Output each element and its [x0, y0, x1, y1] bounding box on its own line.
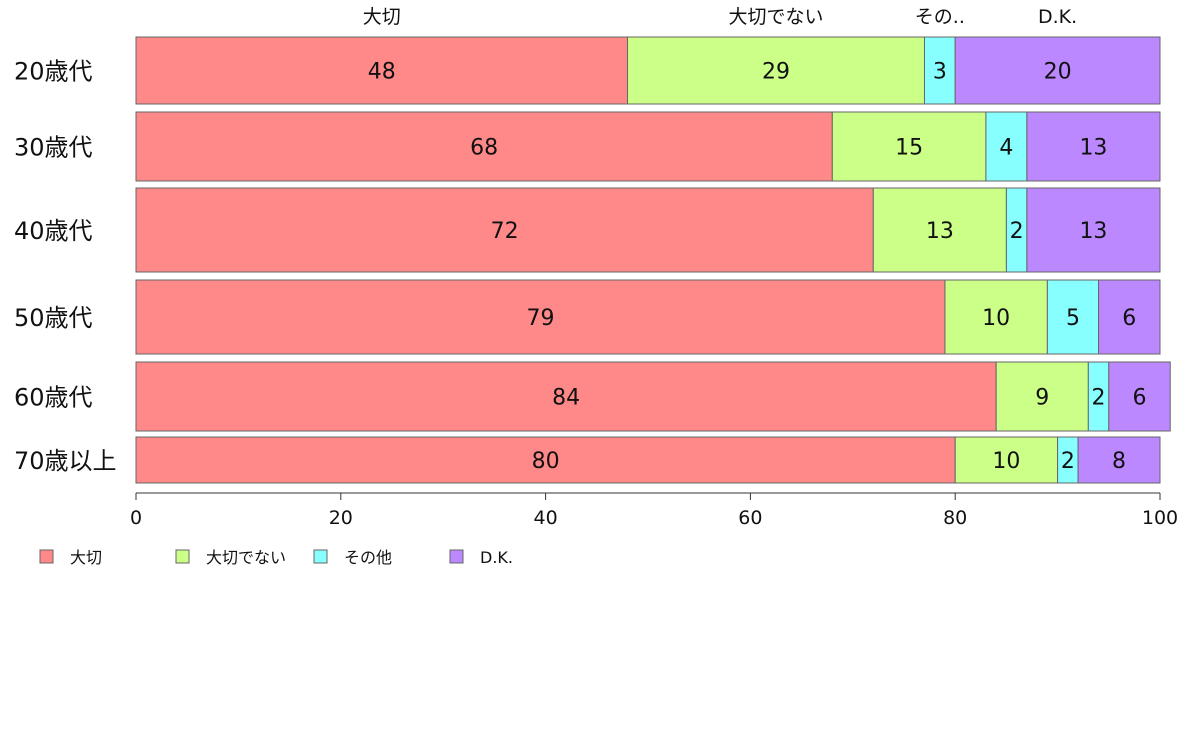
bar-segment [1046, 279, 1100, 355]
x-axis: 0 20 40 60 80 100 [130, 492, 1178, 529]
x-tick-label: 20 [329, 507, 353, 529]
bar-segment [872, 187, 1007, 273]
top-series-label: 大切でない [728, 6, 823, 28]
legend-label: 大切でない [206, 548, 286, 567]
value-label: 2 [1092, 386, 1106, 411]
value-label: 79 [526, 306, 554, 331]
category-label: 20歳代 [14, 58, 93, 86]
bar-segment [944, 279, 1048, 355]
bar-segment [995, 361, 1089, 432]
bar-row: 40歳代 72 13 2 13 [14, 187, 1161, 273]
bar-segment [831, 111, 987, 182]
legend-label: その他 [344, 548, 392, 567]
x-tick-label: 100 [1142, 507, 1178, 529]
bar-segment [135, 111, 833, 182]
value-label: 2 [1010, 219, 1024, 244]
value-label: 13 [1079, 136, 1107, 161]
legend-swatch [175, 549, 190, 564]
value-label: 80 [532, 449, 560, 474]
value-label: 6 [1122, 306, 1136, 331]
value-label: 15 [895, 136, 923, 161]
bar-segment [1098, 279, 1161, 355]
legend-item: 大切 [39, 548, 102, 567]
top-series-label: D.K. [1038, 6, 1077, 28]
value-label: 13 [926, 219, 954, 244]
category-label: 60歳代 [14, 384, 93, 412]
bar-row: 20歳代 48 29 3 20 [14, 36, 1161, 105]
x-tick-label: 0 [130, 507, 142, 529]
bar-row: 30歳代 68 15 4 13 [14, 111, 1161, 182]
value-label: 20 [1044, 60, 1072, 85]
bar-segment [135, 279, 946, 355]
legend-swatch [449, 549, 464, 564]
bar-segment [954, 36, 1161, 105]
legend: 大切 大切でない その他 D.K. [39, 548, 513, 567]
value-label: 68 [470, 136, 498, 161]
category-label: 30歳代 [14, 134, 93, 162]
bar-segment [1077, 436, 1161, 484]
bar-segment [1026, 111, 1161, 182]
value-label: 4 [999, 136, 1013, 161]
bar-segment [135, 36, 629, 105]
bar-segment [1108, 361, 1171, 432]
value-label: 6 [1133, 386, 1147, 411]
legend-item: D.K. [449, 548, 513, 567]
value-label: 29 [762, 60, 790, 85]
x-tick-label: 60 [738, 507, 762, 529]
bar-segment [985, 111, 1028, 182]
value-label: 72 [491, 219, 519, 244]
top-series-labels: 大切 大切でない その.. D.K. [363, 6, 1077, 28]
value-label: 84 [552, 386, 580, 411]
value-label: 3 [933, 60, 947, 85]
category-label: 70歳以上 [14, 447, 117, 475]
category-label: 40歳代 [14, 217, 93, 245]
legend-label: D.K. [480, 548, 513, 567]
bar-segment [135, 361, 997, 432]
bar-row: 70歳以上 80 10 2 8 [14, 436, 1161, 484]
bar-segment [1026, 187, 1161, 273]
bar-segment [627, 36, 925, 105]
x-tick-label: 80 [943, 507, 967, 529]
category-label: 50歳代 [14, 304, 93, 332]
value-label: 9 [1035, 386, 1049, 411]
value-label: 8 [1112, 449, 1126, 474]
top-series-label: 大切 [363, 6, 401, 28]
bar-row: 50歳代 79 10 5 6 [14, 279, 1161, 355]
top-series-label: その.. [915, 6, 965, 28]
legend-swatch [313, 549, 328, 564]
value-label: 5 [1066, 306, 1080, 331]
legend-item: 大切でない [175, 548, 286, 567]
value-label: 10 [992, 449, 1020, 474]
value-label: 48 [368, 60, 396, 85]
x-tick-label: 40 [534, 507, 558, 529]
legend-item: その他 [313, 548, 392, 567]
bar-segment [135, 187, 874, 273]
value-label: 13 [1079, 219, 1107, 244]
legend-label: 大切 [70, 548, 102, 567]
bar-segment [923, 36, 956, 105]
legend-swatch [39, 549, 54, 564]
bar-row: 60歳代 84 9 2 6 [14, 361, 1171, 432]
value-label: 10 [982, 306, 1010, 331]
value-label: 2 [1061, 449, 1075, 474]
